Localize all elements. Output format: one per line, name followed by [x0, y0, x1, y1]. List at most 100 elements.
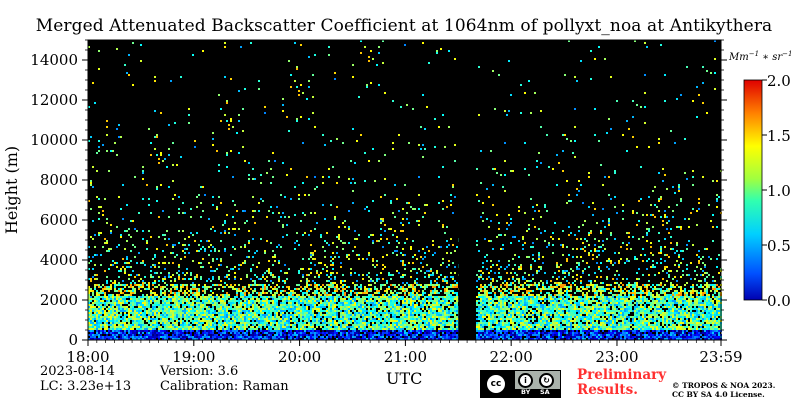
heat-cell	[206, 328, 208, 330]
heat-cell	[234, 310, 236, 312]
heat-cell	[102, 210, 104, 212]
heat-cell	[134, 298, 136, 300]
heat-cell	[298, 334, 300, 336]
heat-cell	[182, 302, 184, 304]
heat-cell	[314, 320, 316, 322]
heat-cell	[198, 304, 200, 306]
heat-cell	[200, 324, 202, 326]
heat-cell	[162, 296, 164, 298]
heat-cell	[124, 306, 126, 308]
heat-cell	[162, 320, 164, 322]
heat-cell	[386, 308, 388, 310]
heat-cell	[196, 312, 198, 314]
heat-cell	[356, 330, 358, 332]
heat-cell	[230, 326, 232, 328]
heat-cell	[170, 318, 172, 320]
heat-cell	[178, 326, 180, 328]
heat-cell	[188, 304, 190, 306]
heat-cell	[336, 324, 338, 326]
heat-cell	[326, 304, 328, 306]
heat-cell	[256, 276, 258, 278]
heat-cell	[170, 298, 172, 300]
heat-cell	[412, 284, 414, 286]
heat-cell	[300, 296, 302, 298]
heat-cell	[232, 176, 234, 178]
heat-cell	[372, 320, 374, 322]
heat-cell	[126, 336, 128, 338]
heat-cell	[130, 284, 132, 286]
heat-cell	[238, 338, 240, 340]
heat-cell	[372, 334, 374, 336]
heat-cell	[226, 304, 228, 306]
heat-cell	[120, 284, 122, 286]
heat-cell	[350, 302, 352, 304]
heat-cell	[194, 338, 196, 340]
heat-cell	[392, 324, 394, 326]
heat-cell	[100, 336, 102, 338]
heat-cell	[164, 268, 166, 270]
heat-cell	[344, 284, 346, 286]
heat-cell	[300, 286, 302, 288]
heat-cell	[402, 302, 404, 304]
heat-cell	[118, 276, 120, 278]
heat-cell	[154, 294, 156, 296]
heat-cell	[428, 316, 430, 318]
heat-cell	[136, 320, 138, 322]
heat-cell	[142, 306, 144, 308]
heat-cell	[414, 324, 416, 326]
heat-cell	[282, 310, 284, 312]
heat-cell	[412, 290, 414, 292]
heat-cell	[150, 266, 152, 268]
heat-cell	[284, 304, 286, 306]
heat-cell	[418, 328, 420, 330]
heat-cell	[96, 298, 98, 300]
heat-cell	[398, 292, 400, 294]
heat-cell	[94, 326, 96, 328]
heat-cell	[138, 314, 140, 316]
heat-cell	[240, 46, 242, 48]
heat-cell	[312, 312, 314, 314]
heat-cell	[156, 336, 158, 338]
heat-cell	[244, 332, 246, 334]
heat-cell	[208, 336, 210, 338]
heat-cell	[224, 248, 226, 250]
heat-cell	[122, 338, 124, 340]
heat-cell	[156, 154, 158, 156]
heat-cell	[238, 300, 240, 302]
heat-cell	[188, 308, 190, 310]
heat-cell	[184, 256, 186, 258]
heat-cell	[344, 292, 346, 294]
heat-cell	[212, 312, 214, 314]
heat-cell	[362, 304, 364, 306]
heat-cell	[252, 338, 254, 340]
heat-cell	[166, 310, 168, 312]
heat-cell	[246, 322, 248, 324]
heat-cell	[90, 280, 92, 282]
heat-cell	[310, 316, 312, 318]
heat-cell	[346, 302, 348, 304]
heat-cell	[366, 306, 368, 308]
heat-cell	[90, 316, 92, 318]
heat-cell	[338, 288, 340, 290]
heat-cell	[434, 330, 436, 332]
heat-cell	[156, 324, 158, 326]
heat-cell	[280, 306, 282, 308]
heat-cell	[90, 182, 92, 184]
heat-cell	[266, 322, 268, 324]
heat-cell	[88, 338, 90, 340]
heat-cell	[414, 298, 416, 300]
heat-cell	[190, 308, 192, 310]
heat-cell	[194, 146, 196, 148]
heat-cell	[340, 240, 342, 242]
heat-cell	[114, 296, 116, 298]
heat-cell	[202, 296, 204, 298]
heat-cell	[126, 294, 128, 296]
heat-cell	[108, 290, 110, 292]
heat-cell	[304, 312, 306, 314]
heat-cell	[236, 300, 238, 302]
heat-cell	[218, 324, 220, 326]
heat-cell	[266, 332, 268, 334]
heat-cell	[286, 278, 288, 280]
heat-cell	[320, 336, 322, 338]
heat-cell	[156, 200, 158, 202]
